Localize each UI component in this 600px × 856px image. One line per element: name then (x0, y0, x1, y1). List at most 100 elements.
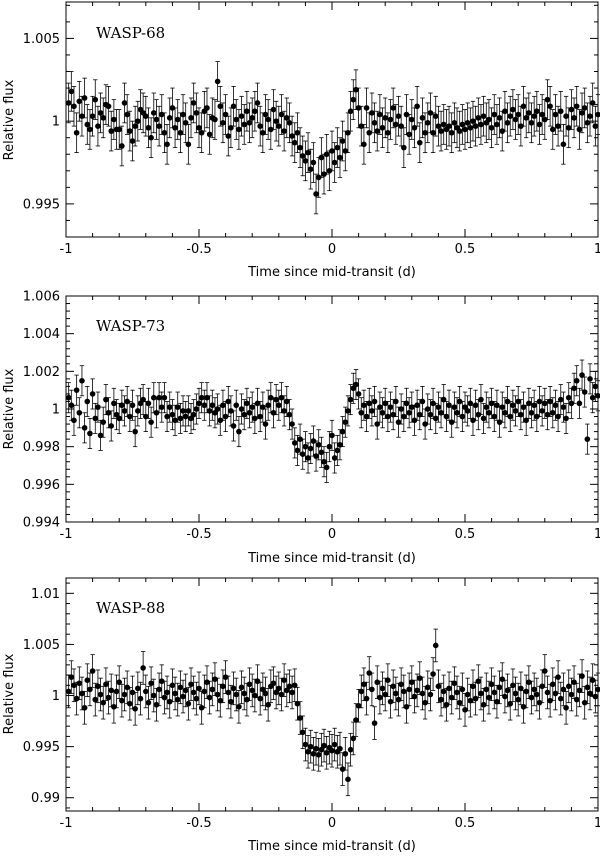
data-point (584, 120, 591, 126)
data-point (486, 116, 492, 123)
data-point (236, 428, 242, 435)
data-point (539, 111, 545, 118)
data-point (127, 700, 133, 707)
data-point (302, 443, 309, 450)
data-point (273, 689, 279, 696)
data-point (97, 432, 104, 439)
data-point (156, 123, 162, 129)
data-point (220, 120, 226, 126)
data-point (454, 689, 460, 696)
data-point (379, 409, 386, 416)
data-point (432, 113, 439, 119)
data-point (220, 683, 226, 690)
data-point (544, 689, 551, 696)
data-point (321, 458, 327, 465)
data-point (206, 131, 213, 138)
data-point (283, 398, 290, 405)
data-point (377, 111, 383, 118)
data-point (201, 402, 208, 409)
y-axis-label: Relative flux (2, 653, 17, 734)
data-point (355, 702, 362, 709)
data-point (385, 413, 391, 420)
data-point (542, 668, 548, 674)
data-point (276, 685, 282, 692)
data-marks (65, 628, 600, 797)
data-point (557, 108, 564, 115)
data-point (486, 694, 492, 701)
data-point (515, 696, 521, 703)
data-point (536, 699, 543, 706)
data-point (542, 400, 548, 407)
data-point (534, 413, 540, 420)
data-point (499, 128, 506, 134)
data-point (355, 391, 362, 397)
data-point (71, 417, 77, 424)
data-point (502, 108, 508, 115)
data-point (456, 128, 463, 134)
data-point (135, 118, 141, 124)
data-point (366, 400, 373, 407)
data-point (108, 687, 115, 694)
data-point (443, 413, 450, 420)
data-point (169, 411, 176, 418)
data-point (478, 396, 484, 403)
data-point (353, 717, 359, 723)
data-point (214, 691, 221, 698)
y-tick-label: 1.005 (23, 32, 60, 47)
data-point (337, 441, 343, 448)
data-point (542, 116, 548, 123)
data-point (587, 376, 593, 382)
data-point (206, 694, 213, 701)
data-point (220, 402, 226, 409)
axis-ticks: -1 -0.5 0 0.5 1 0.99 0.995 1 1.005 1.01 (23, 578, 600, 831)
data-point (81, 425, 88, 431)
data-point (116, 415, 122, 422)
data-point (579, 673, 585, 679)
data-point (478, 121, 484, 128)
panel-label: WASP-68 (96, 24, 165, 42)
data-point (334, 447, 341, 454)
data-point (534, 691, 540, 698)
data-point (174, 116, 181, 123)
data-point (462, 707, 468, 713)
data-point (145, 699, 152, 706)
data-point (143, 413, 149, 420)
data-point (422, 421, 428, 427)
data-point (390, 411, 396, 418)
data-point (536, 398, 543, 405)
data-point (409, 404, 415, 410)
data-point (196, 124, 202, 131)
data-point (95, 404, 101, 410)
data-point (549, 681, 556, 688)
data-point (491, 413, 498, 420)
data-point (291, 682, 298, 689)
data-point (385, 129, 391, 136)
data-point (244, 400, 250, 407)
data-point (81, 704, 88, 711)
data-point (446, 402, 452, 409)
data-point (113, 688, 120, 695)
data-point (414, 103, 420, 110)
data-point (419, 115, 426, 121)
data-point (174, 696, 181, 703)
data-point (270, 106, 277, 113)
data-point (459, 121, 466, 128)
data-point (84, 398, 91, 405)
data-point (472, 123, 479, 129)
data-point (249, 115, 255, 121)
data-point (382, 115, 389, 121)
data-point (496, 419, 503, 425)
data-point (79, 377, 85, 384)
data-point (289, 421, 295, 427)
data-point (276, 123, 282, 129)
data-point (257, 695, 263, 702)
y-tick-label: 1 (52, 403, 60, 418)
data-point (185, 700, 192, 707)
data-point (467, 124, 474, 131)
data-point (313, 745, 319, 752)
data-point (286, 120, 293, 126)
data-point (403, 400, 410, 407)
data-point (97, 110, 104, 116)
data-point (531, 686, 537, 693)
data-point (238, 684, 245, 691)
